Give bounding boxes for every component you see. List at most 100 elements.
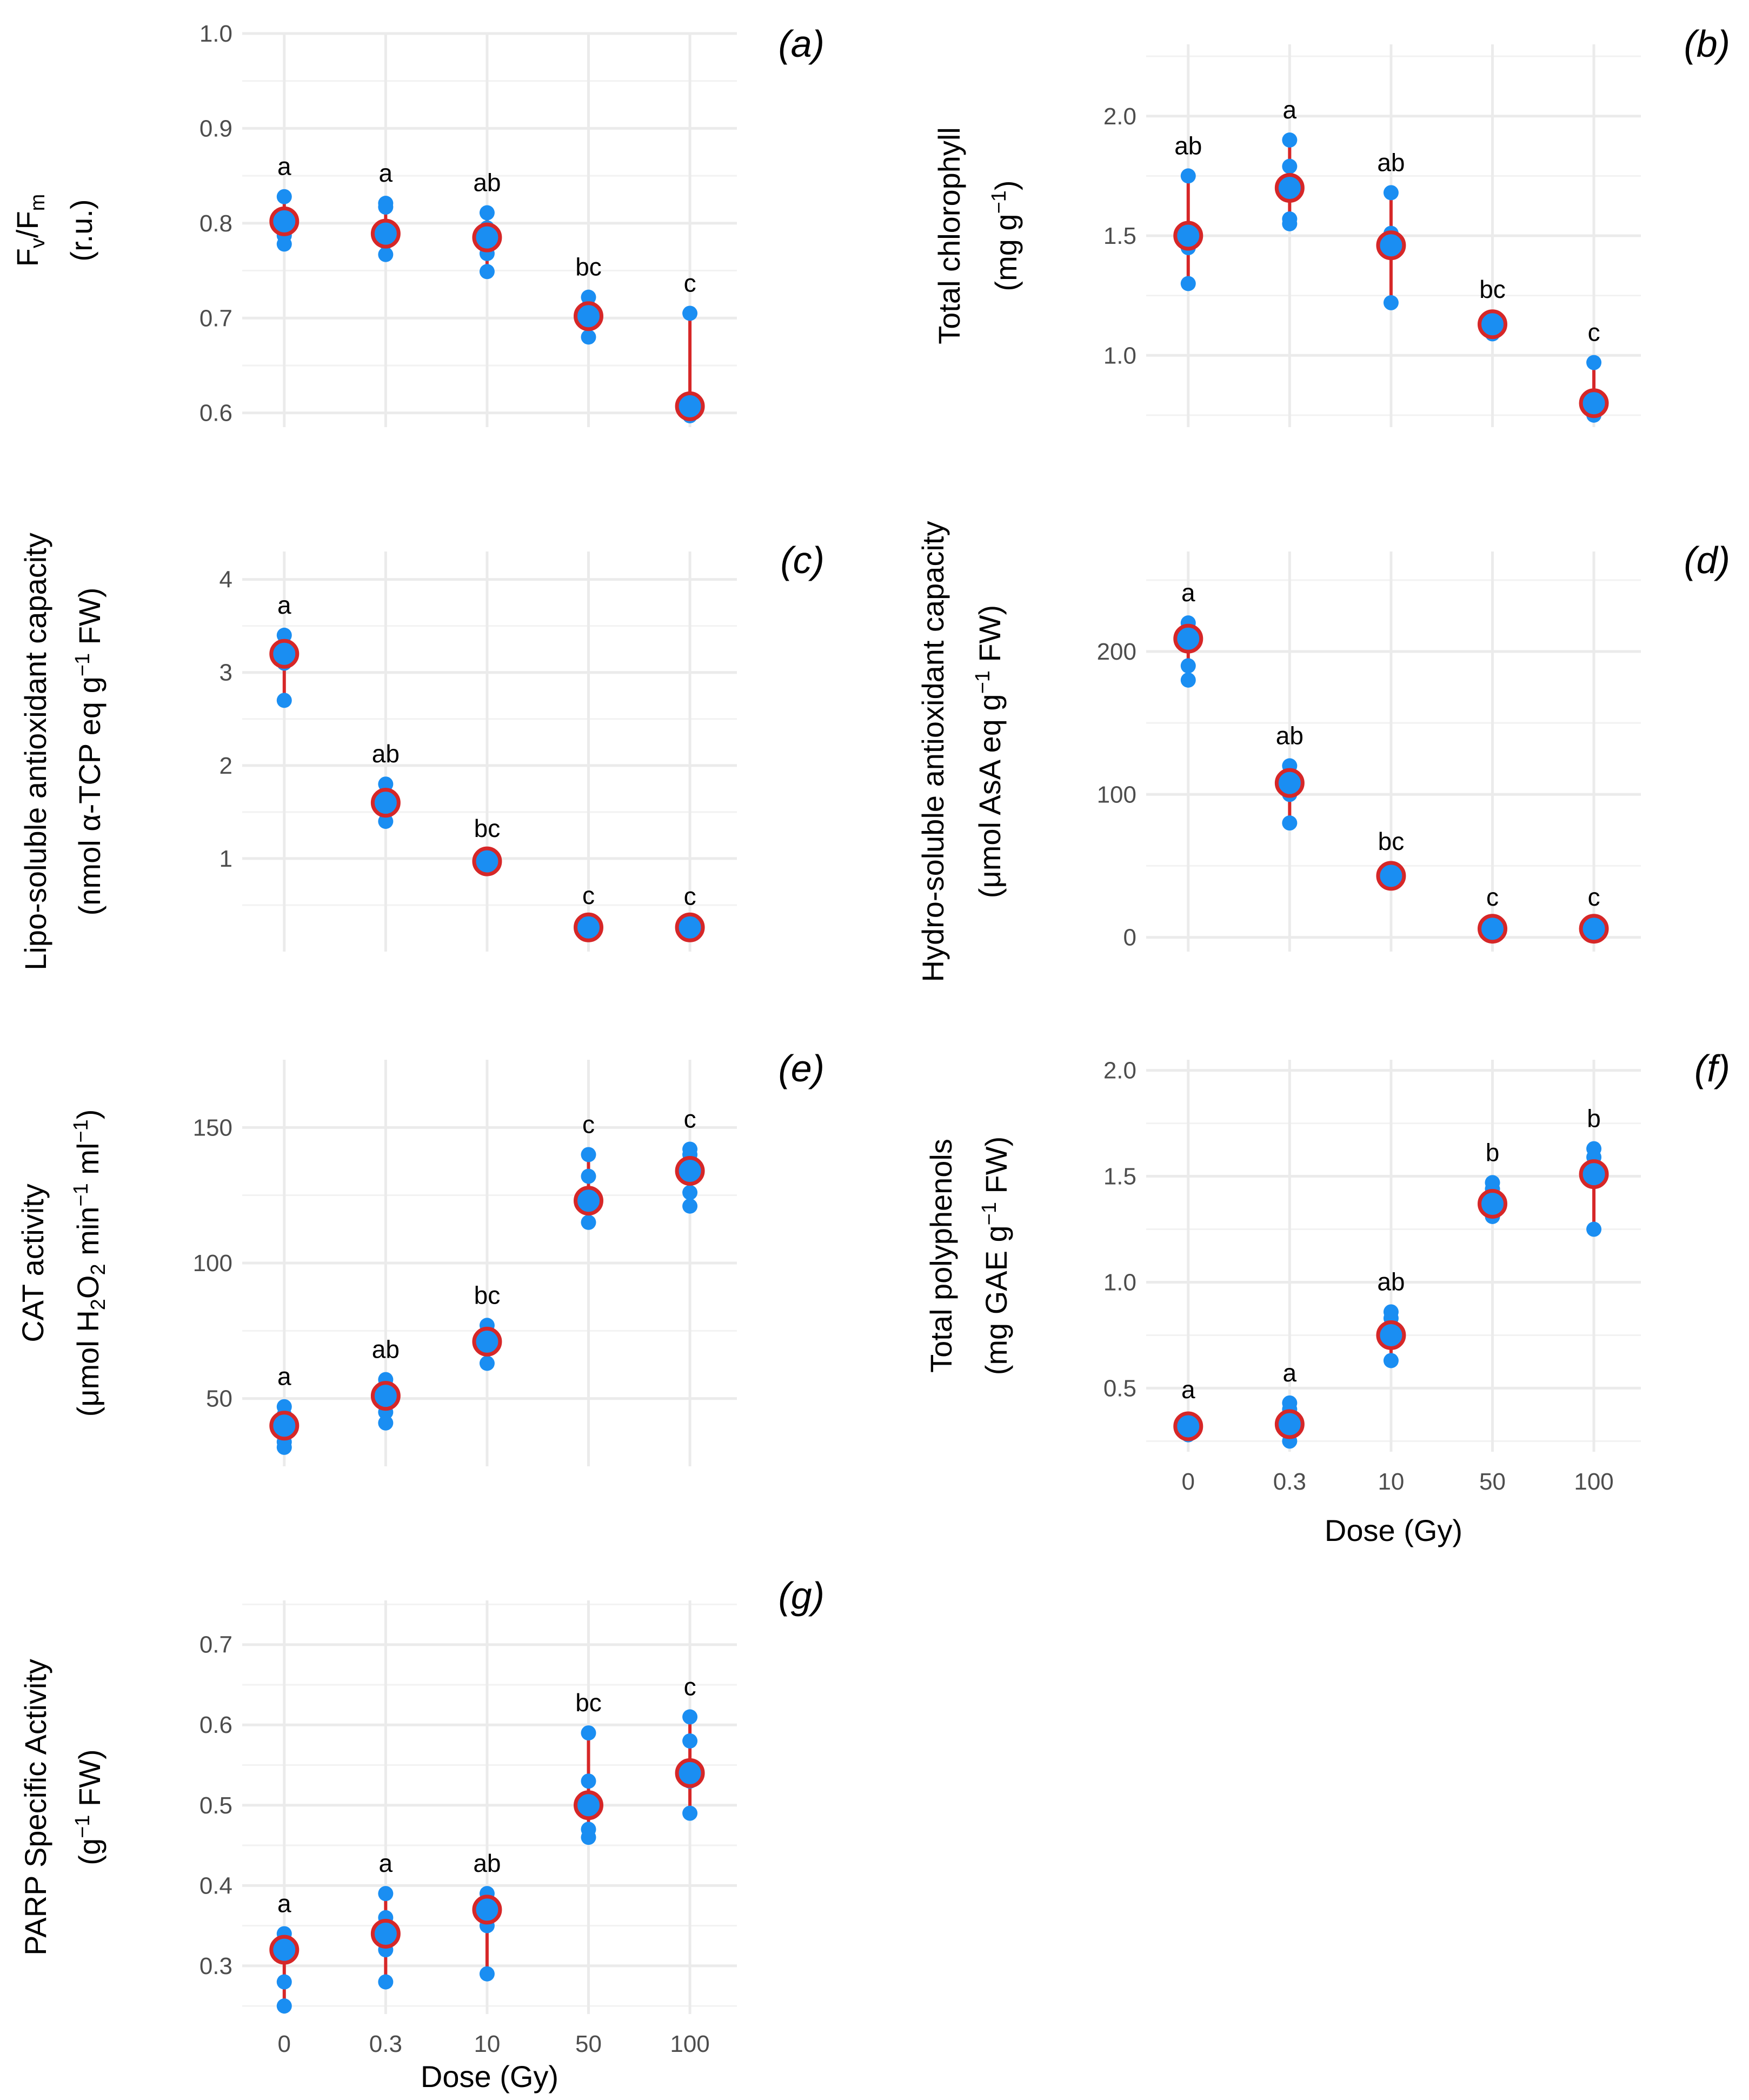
- x-tick-label: 100: [670, 2031, 709, 2057]
- data-point: [682, 305, 698, 321]
- mean-marker: [1274, 768, 1305, 798]
- significance-letter: a: [1283, 1359, 1297, 1387]
- mean-marker: [1579, 914, 1609, 944]
- data-point: [1180, 276, 1196, 291]
- y-tick-label: 1: [220, 846, 232, 872]
- y-axis-title: PARP Specific Activity: [18, 1659, 52, 1956]
- significance-letter: c: [684, 269, 696, 297]
- data-point: [1180, 672, 1196, 688]
- y-tick-label: 1.5: [1103, 223, 1136, 249]
- data-point: [682, 1709, 698, 1725]
- significance-letter: c: [1588, 883, 1600, 911]
- x-tick-label: 50: [1479, 1468, 1506, 1495]
- mean-marker: [1579, 1159, 1609, 1189]
- significance-letter: a: [277, 1889, 291, 1917]
- y-tick-label: 1.0: [1103, 342, 1136, 369]
- data-point: [682, 1733, 698, 1749]
- y-axis-title: Hydro-soluble antioxidant capacity: [916, 521, 950, 982]
- y-tick-label: 3: [220, 660, 232, 686]
- significance-letter: a: [1283, 96, 1297, 124]
- data-point: [1282, 216, 1298, 231]
- data-point: [479, 1355, 495, 1371]
- data-point: [378, 1415, 394, 1431]
- y-axis-title: (nmol α-TCP eq g−1 FW): [71, 588, 107, 916]
- x-tick-label: 10: [474, 2031, 500, 2057]
- y-tick-label: 0.3: [199, 1953, 232, 1979]
- data-point: [479, 264, 495, 280]
- y-tick-label: 1.0: [199, 21, 232, 47]
- significance-letter: c: [684, 1105, 696, 1133]
- mean-marker: [370, 218, 401, 249]
- significance-letter: c: [582, 1110, 595, 1138]
- y-tick-label: 150: [193, 1114, 232, 1141]
- significance-letter: ab: [1276, 721, 1304, 749]
- data-point: [1282, 815, 1298, 831]
- y-axis-title: Fv/Fm: [10, 194, 49, 267]
- mean-marker: [1274, 173, 1305, 203]
- y-tick-label: 1.0: [1103, 1269, 1136, 1295]
- mean-marker: [1173, 1411, 1203, 1441]
- data-point: [276, 693, 292, 708]
- y-tick-label: 4: [220, 567, 232, 593]
- significance-letter: ab: [1174, 131, 1202, 160]
- mean-marker: [1173, 623, 1203, 654]
- y-tick-label: 1.5: [1103, 1164, 1136, 1190]
- panel-tag: (c): [780, 539, 824, 581]
- panel-f: 0.5 1.0 1.5 2.0 0 0.3 10 50 100 a a ab b b (f) Total po…: [924, 1047, 1730, 1547]
- data-point: [1383, 295, 1399, 310]
- mean-marker: [1478, 309, 1507, 340]
- data-point: [1586, 355, 1602, 370]
- x-tick-label: 50: [575, 2031, 602, 2057]
- mean-marker: [1173, 221, 1203, 251]
- data-point: [276, 1998, 292, 2014]
- significance-letter: a: [277, 152, 291, 181]
- mean-marker: [1376, 1320, 1406, 1350]
- panel-tag: (f): [1694, 1047, 1730, 1089]
- data-point: [682, 1185, 698, 1200]
- x-tick-label: 0: [1182, 1468, 1195, 1495]
- x-axis-title: Dose (Gy): [421, 2059, 558, 2094]
- panel-tag: (b): [1684, 23, 1730, 65]
- significance-letter: a: [277, 1363, 291, 1391]
- significance-letter: ab: [473, 169, 501, 197]
- mean-marker: [1478, 1188, 1507, 1219]
- y-tick-label: 100: [1097, 781, 1136, 808]
- data-point: [1180, 168, 1196, 184]
- panel-c: 1 2 3 4 a ab bc c c (c) Lipo-soluble antioxidant c…: [18, 533, 824, 970]
- mean-marker: [269, 206, 300, 236]
- data-point: [1180, 658, 1196, 674]
- mean-marker: [1274, 1409, 1305, 1439]
- significance-letter: ab: [1377, 148, 1405, 176]
- mean-marker: [472, 846, 502, 876]
- mean-marker: [472, 222, 502, 252]
- x-tick-label: 10: [1378, 1468, 1404, 1495]
- panel-b: 1.0 1.5 2.0 ab a ab bc c (b) Total chlorophyll (mg…: [932, 23, 1730, 427]
- y-tick-label: 50: [206, 1386, 232, 1412]
- significance-letter: c: [1486, 883, 1499, 911]
- data-point: [682, 1198, 698, 1214]
- mean-marker: [269, 1935, 300, 1965]
- panel-tag: (g): [778, 1574, 824, 1617]
- y-tick-label: 0.9: [199, 115, 232, 142]
- y-tick-label: 0.6: [199, 1712, 232, 1738]
- significance-letter: b: [1587, 1105, 1601, 1133]
- y-tick-label: 0.7: [199, 305, 232, 331]
- mean-marker: [269, 639, 300, 669]
- y-tick-label: 2: [220, 753, 232, 779]
- data-point: [276, 189, 292, 204]
- mean-marker: [574, 1790, 603, 1820]
- mean-marker: [472, 1895, 502, 1925]
- y-axis-title: (g−1 FW): [71, 1749, 107, 1865]
- x-axis-title: Dose (Gy): [1325, 1513, 1462, 1547]
- data-point: [581, 1168, 596, 1184]
- significance-letter: c: [582, 881, 595, 909]
- data-point: [1586, 1221, 1602, 1237]
- significance-letter: c: [1588, 318, 1600, 347]
- mean-marker: [574, 1186, 603, 1216]
- data-point: [378, 1974, 394, 1990]
- significance-letter: bc: [575, 253, 602, 281]
- y-axis-title: Lipo-soluble antioxidant capacity: [18, 533, 52, 970]
- y-tick-label: 0.5: [1103, 1375, 1136, 1401]
- data-point: [1383, 1353, 1399, 1368]
